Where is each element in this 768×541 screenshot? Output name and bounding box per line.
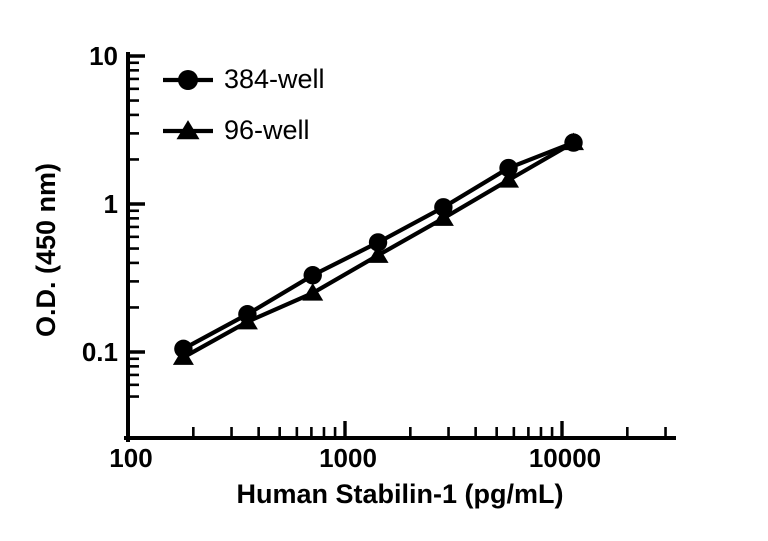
triangle-marker — [176, 120, 200, 140]
triangle-marker — [563, 132, 585, 151]
circle-marker — [303, 266, 322, 285]
circle-marker — [434, 198, 453, 217]
circle-marker — [368, 233, 388, 252]
triangle-marker — [172, 347, 194, 365]
y-tick-label-0.1: 0.1 — [82, 337, 118, 367]
circle-marker — [178, 70, 198, 90]
legend-item-96-well[interactable]: 96-well — [163, 115, 310, 145]
y-tick-labels: 10 1 0.1 — [82, 41, 118, 367]
series-group — [172, 132, 585, 365]
series-384-well — [174, 133, 583, 359]
y-axis-title: O.D. (450 nm) — [31, 163, 61, 337]
axis-lines — [124, 52, 676, 442]
legend-label: 384-well — [224, 64, 325, 94]
x-tick-labels: 100 1000 10000 — [109, 443, 601, 473]
triangle-marker — [236, 311, 258, 330]
legend-label: 96-well — [224, 115, 310, 145]
x-tick-label-1000: 1000 — [319, 443, 377, 473]
legend-item-384-well[interactable]: 384-well — [163, 64, 325, 94]
series-96-well — [172, 132, 585, 365]
circle-marker — [499, 158, 518, 178]
y-tick-label-10: 10 — [89, 41, 118, 71]
x-axis-ticks — [126, 421, 667, 438]
triangle-marker — [432, 208, 454, 226]
legend: 384-well 96-well — [163, 64, 325, 145]
x-tick-label-100: 100 — [109, 443, 152, 473]
x-axis-title: Human Stabilin-1 (pg/mL) — [237, 479, 564, 509]
triangle-marker — [302, 283, 324, 301]
y-tick-label-1: 1 — [104, 189, 118, 219]
triangle-marker — [498, 170, 520, 188]
x-tick-label-10000: 10000 — [529, 443, 601, 473]
y-axis-ticks — [128, 54, 145, 398]
triangle-marker — [367, 245, 389, 263]
